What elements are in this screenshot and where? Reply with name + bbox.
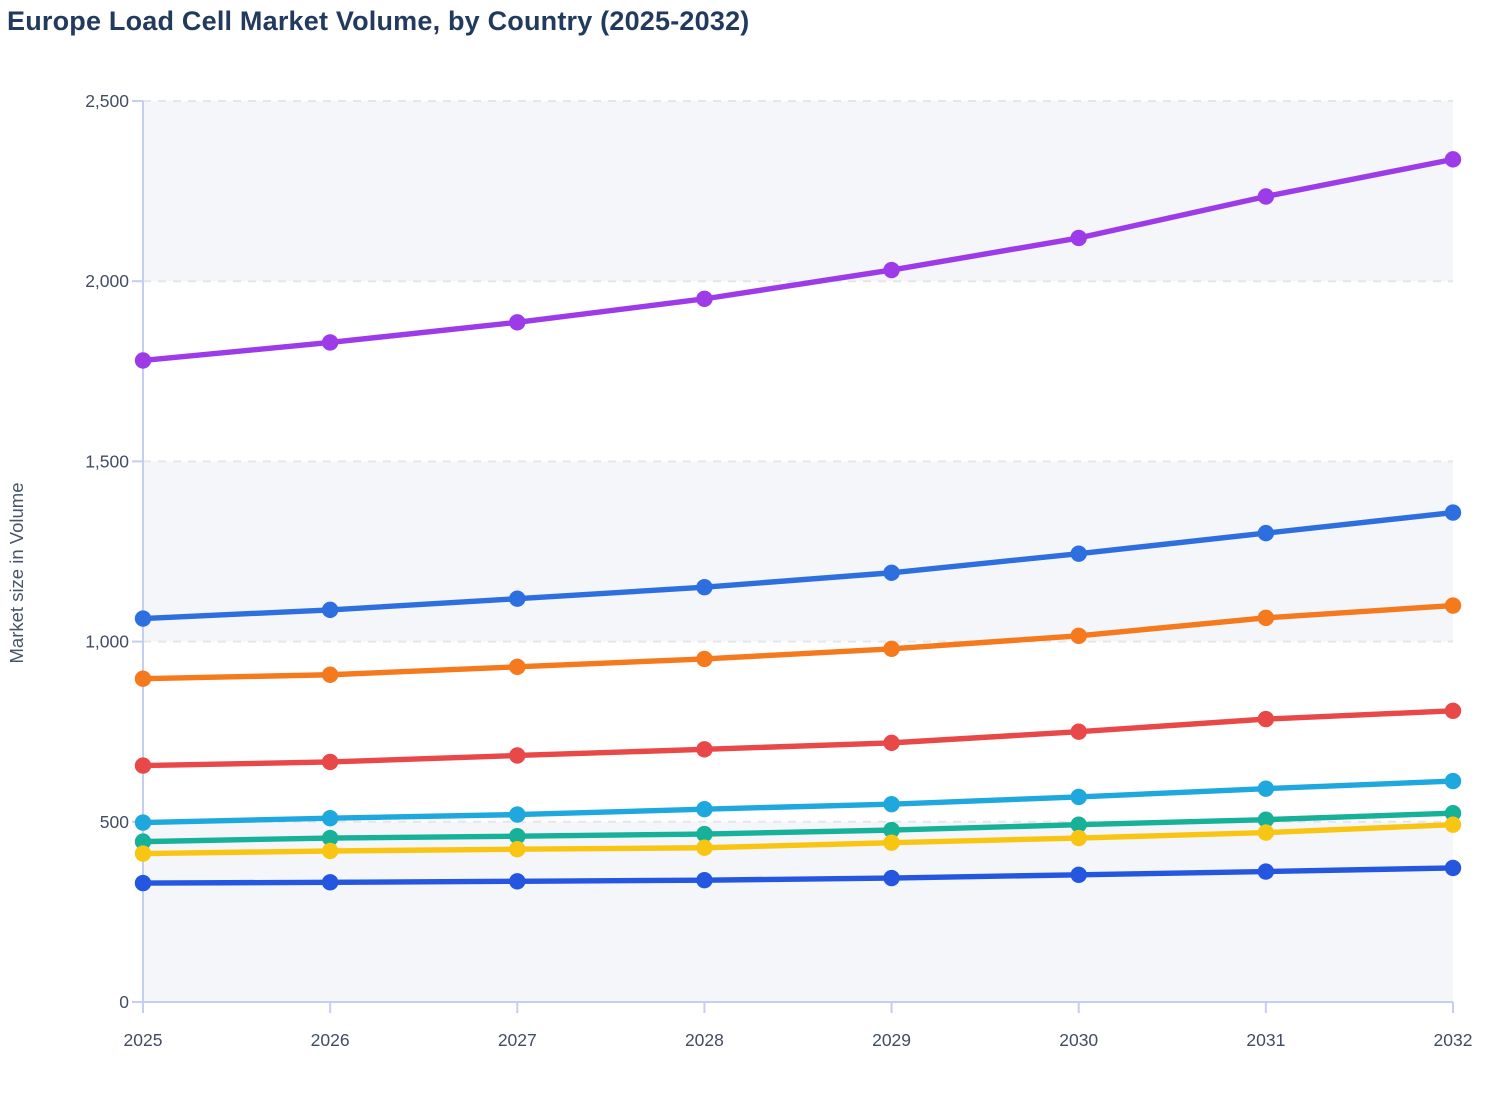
data-point-cyan-2030	[1070, 788, 1087, 806]
x-tick-label: 2027	[498, 1030, 537, 1050]
series-line-purple	[140, 156, 1456, 364]
data-point-red-2028	[696, 741, 713, 758]
y-tick-label: 2,000	[85, 271, 129, 291]
y-tick-label: 2,500	[85, 91, 129, 111]
data-point-yellow-2025	[134, 845, 152, 862]
data-point-yellow-2026	[321, 842, 339, 860]
series-line-red	[140, 708, 1456, 769]
data-point-cyan-2028	[696, 800, 713, 818]
y-tick-label: 0	[119, 992, 129, 1012]
data-point-blue-2029	[883, 564, 900, 581]
data-point-blue-2030	[1070, 545, 1087, 562]
data-point-blue-2032	[1444, 504, 1462, 521]
data-point-yellow-2028	[696, 839, 713, 856]
data-point-navy-2031	[1257, 863, 1275, 880]
data-point-orange-2028	[696, 650, 713, 668]
data-point-navy-2028	[696, 871, 713, 889]
x-tick-label: 2026	[311, 1030, 350, 1050]
data-point-red-2027	[509, 747, 526, 764]
data-point-cyan-2026	[321, 809, 339, 827]
data-point-teal-2032	[1444, 804, 1462, 822]
data-point-orange-2031	[1257, 609, 1275, 627]
data-point-orange-2025	[134, 670, 152, 687]
data-point-navy-2032	[1444, 859, 1462, 877]
data-point-purple-2025	[134, 352, 152, 369]
x-tick-label: 2025	[124, 1030, 163, 1050]
data-point-teal-2027	[509, 828, 526, 845]
data-point-cyan-2032	[1444, 772, 1462, 790]
data-point-orange-2030	[1070, 627, 1087, 645]
data-point-teal-2030	[1070, 816, 1087, 833]
data-point-purple-2031	[1257, 188, 1275, 205]
plot-band	[143, 461, 1453, 642]
data-point-navy-2026	[321, 874, 339, 891]
data-point-cyan-2027	[509, 806, 526, 823]
data-point-navy-2029	[883, 869, 900, 887]
series-line-cyan	[140, 778, 1456, 826]
data-point-orange-2026	[321, 666, 339, 683]
data-point-red-2031	[1257, 710, 1275, 728]
data-point-teal-2029	[883, 821, 900, 839]
series-line-orange	[140, 602, 1456, 682]
data-point-orange-2032	[1444, 597, 1462, 614]
data-point-teal-2025	[134, 833, 152, 850]
series-line-teal	[140, 810, 1456, 845]
data-point-blue-2031	[1257, 524, 1275, 542]
series-line-yellow	[140, 821, 1456, 857]
data-point-blue-2025	[134, 610, 152, 627]
data-point-red-2025	[134, 757, 152, 774]
data-point-purple-2030	[1070, 229, 1087, 247]
x-tick-label: 2028	[685, 1030, 724, 1050]
series-line-navy	[140, 865, 1456, 886]
data-point-navy-2027	[509, 873, 526, 890]
data-point-red-2029	[883, 734, 900, 752]
y-tick-label: 1,000	[85, 632, 129, 652]
x-tick-label: 2032	[1434, 1030, 1473, 1050]
data-point-yellow-2027	[509, 840, 526, 858]
data-point-orange-2029	[883, 640, 900, 658]
x-tick-label: 2030	[1059, 1030, 1098, 1050]
data-point-purple-2029	[883, 261, 900, 279]
data-point-teal-2031	[1257, 811, 1275, 828]
y-tick-label: 500	[100, 812, 129, 832]
data-point-yellow-2032	[1444, 816, 1462, 833]
data-point-red-2026	[321, 753, 339, 771]
data-point-yellow-2029	[883, 834, 900, 851]
plot-band	[143, 101, 1453, 282]
series-line-blue	[140, 509, 1456, 622]
data-point-purple-2032	[1444, 151, 1462, 168]
data-point-yellow-2030	[1070, 829, 1087, 847]
data-point-navy-2030	[1070, 866, 1087, 883]
data-point-teal-2026	[321, 829, 339, 847]
data-point-navy-2025	[134, 874, 152, 892]
data-point-orange-2027	[509, 658, 526, 676]
x-tick-label: 2031	[1246, 1030, 1285, 1050]
data-point-teal-2028	[696, 825, 713, 843]
y-tick-label: 1,500	[85, 451, 129, 471]
data-point-blue-2027	[509, 590, 526, 607]
data-point-purple-2027	[509, 314, 526, 331]
data-point-red-2030	[1070, 723, 1087, 740]
data-point-cyan-2029	[883, 795, 900, 813]
data-point-purple-2028	[696, 290, 713, 308]
data-point-purple-2026	[321, 334, 339, 351]
data-point-yellow-2031	[1257, 824, 1275, 841]
page-title: Europe Load Cell Market Volume, by Count…	[7, 6, 750, 36]
data-point-blue-2028	[696, 578, 713, 596]
data-point-red-2032	[1444, 702, 1462, 719]
data-point-blue-2026	[321, 601, 339, 619]
x-tick-label: 2029	[872, 1030, 911, 1050]
data-point-cyan-2025	[134, 814, 152, 831]
data-point-cyan-2031	[1257, 780, 1275, 797]
